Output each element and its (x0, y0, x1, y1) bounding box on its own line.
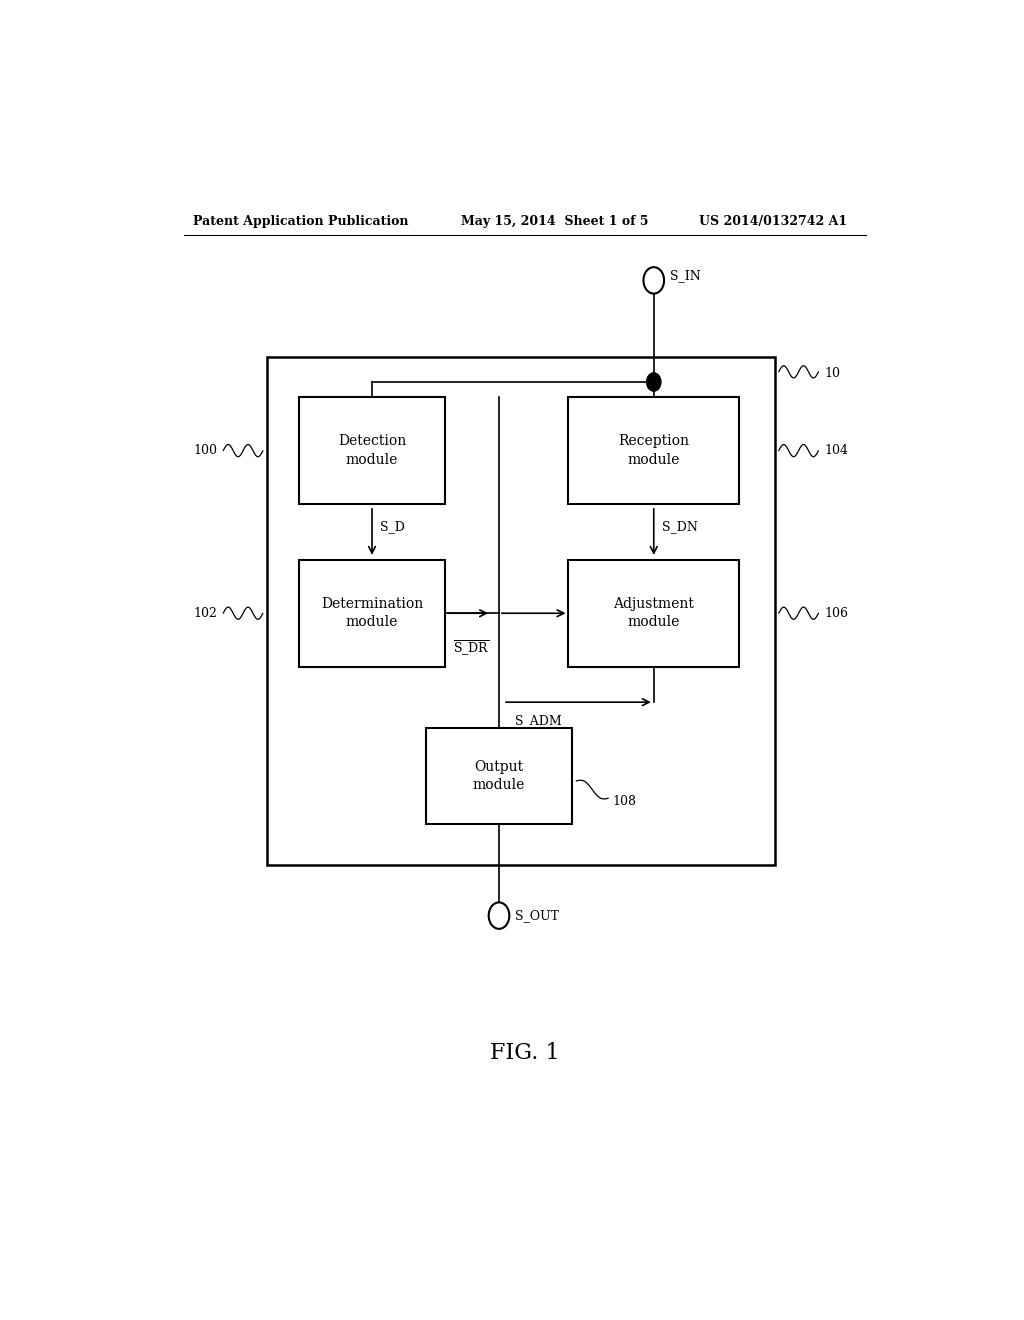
Bar (568, 560, 739, 667)
Text: May 15, 2014  Sheet 1 of 5: May 15, 2014 Sheet 1 of 5 (461, 215, 649, 228)
Text: S_DN: S_DN (662, 520, 697, 533)
Text: Detection
module: Detection module (338, 434, 407, 467)
Text: 100: 100 (194, 444, 218, 457)
Text: S_OUT: S_OUT (515, 909, 559, 923)
Text: 10: 10 (824, 367, 840, 380)
Bar (426, 727, 572, 824)
Text: 102: 102 (194, 607, 218, 619)
Circle shape (488, 903, 509, 929)
Bar (299, 560, 445, 667)
Circle shape (646, 372, 660, 391)
Text: S_ADM: S_ADM (515, 714, 561, 727)
Text: $\overline{\mathregular{S\_DR}}$: $\overline{\mathregular{S\_DR}}$ (454, 639, 489, 657)
Text: 106: 106 (824, 607, 848, 619)
Bar (267, 356, 775, 865)
Text: US 2014/0132742 A1: US 2014/0132742 A1 (699, 215, 848, 228)
Text: Reception
module: Reception module (618, 434, 689, 467)
Text: Output
module: Output module (473, 760, 525, 792)
Text: 104: 104 (824, 444, 848, 457)
Text: 108: 108 (612, 795, 636, 808)
Text: Adjustment
module: Adjustment module (613, 597, 694, 630)
Text: S_D: S_D (380, 520, 404, 533)
Text: S_IN: S_IN (670, 269, 700, 281)
Bar (568, 397, 739, 504)
Text: FIG. 1: FIG. 1 (490, 1041, 559, 1064)
Bar (299, 397, 445, 504)
Text: Determination
module: Determination module (321, 597, 423, 630)
Circle shape (643, 267, 665, 293)
Text: Patent Application Publication: Patent Application Publication (194, 215, 409, 228)
